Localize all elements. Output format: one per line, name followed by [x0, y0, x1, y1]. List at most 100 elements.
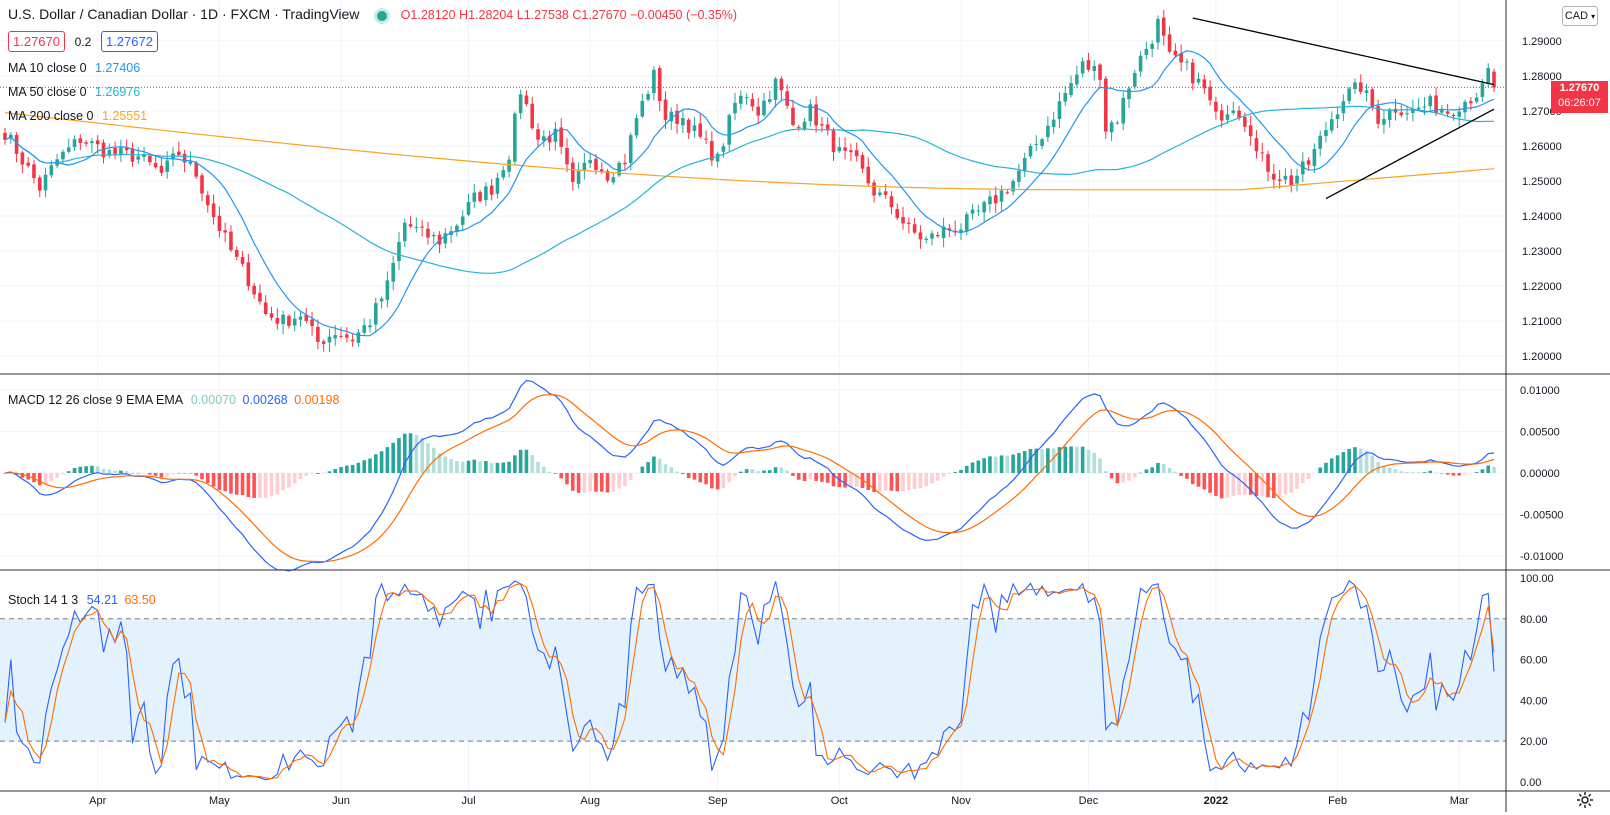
candle-body[interactable] [547, 135, 552, 143]
candle-body[interactable] [153, 162, 158, 168]
candle-body[interactable] [229, 231, 233, 251]
candle-body[interactable] [669, 111, 674, 122]
candle-body[interactable] [501, 170, 506, 178]
candle-body[interactable] [258, 292, 262, 302]
candle-body[interactable] [443, 233, 448, 244]
candle-body[interactable] [1196, 78, 1201, 83]
ma10-legend[interactable]: MA 10 close 0 1.27406 [8, 61, 140, 75]
candle-body[interactable] [1306, 160, 1311, 165]
candle-body[interactable] [657, 68, 662, 102]
candle-body[interactable] [1057, 101, 1062, 120]
candle-body[interactable] [1231, 110, 1236, 113]
candle-body[interactable] [188, 161, 193, 164]
candle-body[interactable] [223, 230, 227, 233]
candle-body[interactable] [733, 102, 737, 114]
candle-body[interactable] [1416, 107, 1421, 110]
candle-body[interactable] [704, 138, 708, 140]
candle-body[interactable] [907, 222, 911, 224]
candle-body[interactable] [1034, 143, 1039, 145]
candle-body[interactable] [1289, 175, 1294, 186]
candle-body[interactable] [142, 154, 146, 157]
candle-body[interactable] [779, 78, 784, 91]
candle-body[interactable] [101, 142, 106, 158]
candle-body[interactable] [1329, 119, 1334, 131]
candle-body[interactable] [136, 156, 141, 160]
candle-body[interactable] [1046, 125, 1050, 138]
candle-body[interactable] [1440, 109, 1444, 113]
candle-body[interactable] [333, 335, 338, 339]
candle-body[interactable] [1214, 101, 1218, 112]
candle-body[interactable] [1301, 161, 1305, 175]
candle-body[interactable] [1445, 111, 1450, 114]
candle-body[interactable] [588, 159, 592, 164]
candle-body[interactable] [90, 141, 94, 144]
candle-body[interactable] [217, 215, 222, 231]
candle-body[interactable] [20, 152, 25, 165]
candle-body[interactable] [95, 140, 100, 145]
candle-body[interactable] [1318, 135, 1322, 149]
candle-body[interactable] [385, 280, 390, 300]
candle-body[interactable] [982, 201, 986, 213]
candle-body[interactable] [1011, 181, 1015, 192]
candle-body[interactable] [211, 203, 216, 218]
candle-body[interactable] [536, 129, 540, 140]
candle-body[interactable] [599, 169, 604, 173]
candle-body[interactable] [936, 234, 940, 237]
stoch-legend[interactable]: Stoch 14 1 3 54.21 63.50 [8, 593, 156, 607]
candle-body[interactable] [1115, 122, 1120, 124]
candle-body[interactable] [292, 318, 297, 326]
candle-body[interactable] [269, 313, 274, 318]
candle-body[interactable] [345, 334, 349, 338]
candle-body[interactable] [304, 314, 309, 321]
candle-body[interactable] [165, 160, 170, 172]
candle-body[interactable] [113, 147, 117, 155]
candle-body[interactable] [570, 162, 575, 182]
candle-body[interactable] [420, 226, 424, 228]
buy-price-button[interactable]: 1.27672 [100, 31, 158, 52]
candle-body[interactable] [1248, 125, 1253, 137]
candle-body[interactable] [1098, 64, 1102, 80]
candle-body[interactable] [970, 209, 975, 214]
candle-body[interactable] [1405, 113, 1409, 115]
candle-body[interactable] [582, 162, 587, 171]
candle-body[interactable] [750, 99, 755, 107]
candle-body[interactable] [1202, 79, 1207, 89]
candle-body[interactable] [350, 339, 355, 342]
candle-body[interactable] [675, 110, 679, 124]
candle-body[interactable] [1167, 34, 1172, 52]
candle-body[interactable] [408, 224, 413, 227]
candle-body[interactable] [1225, 114, 1230, 120]
candle-body[interactable] [1260, 152, 1265, 154]
candle-body[interactable] [246, 262, 251, 287]
candle-body[interactable] [1092, 66, 1097, 71]
candle-body[interactable] [466, 202, 471, 215]
candle-body[interactable] [49, 165, 54, 176]
candle-body[interactable] [773, 78, 778, 101]
candle-body[interactable] [119, 147, 123, 155]
candle-body[interactable] [362, 325, 367, 333]
candle-body[interactable] [431, 234, 436, 237]
candle-body[interactable] [43, 174, 48, 191]
candle-body[interactable] [1127, 88, 1131, 100]
candle-body[interactable] [1399, 112, 1404, 116]
candle-body[interactable] [941, 226, 946, 238]
candle-body[interactable] [397, 241, 401, 262]
candle-body[interactable] [785, 91, 789, 106]
candle-body[interactable] [1121, 98, 1125, 124]
candle-body[interactable] [872, 182, 876, 196]
candle-body[interactable] [1150, 43, 1154, 49]
candle-body[interactable] [1138, 55, 1143, 72]
candle-body[interactable] [1190, 62, 1195, 84]
sell-price-button[interactable]: 1.27670 [8, 31, 65, 52]
trendline[interactable] [1325, 108, 1495, 200]
candle-body[interactable] [3, 132, 7, 140]
candle-body[interactable] [391, 262, 395, 282]
candle-body[interactable] [287, 316, 291, 326]
candle-body[interactable] [756, 106, 760, 116]
candle-body[interactable] [1022, 158, 1027, 172]
candle-body[interactable] [379, 298, 384, 302]
ma200-legend[interactable]: MA 200 close 0 1.25551 [8, 109, 147, 123]
candle-body[interactable] [478, 192, 482, 202]
candle-body[interactable] [663, 99, 668, 120]
candle-body[interactable] [84, 142, 88, 144]
